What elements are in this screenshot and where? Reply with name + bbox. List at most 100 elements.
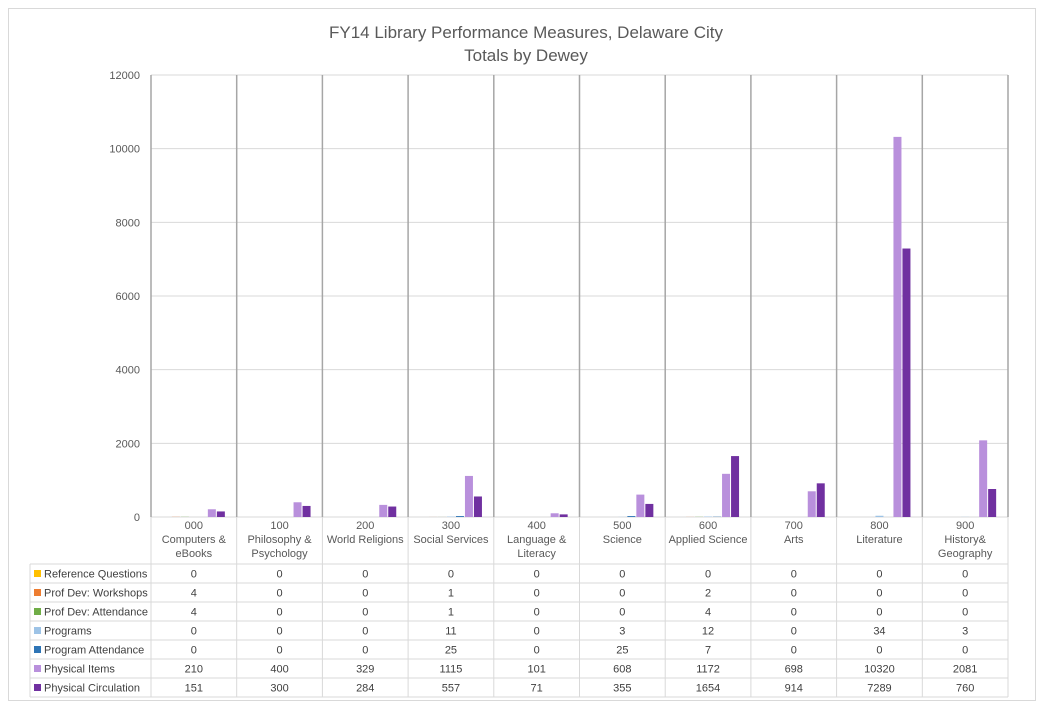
data-label: 0 [276, 645, 282, 657]
data-label: 151 [185, 683, 203, 695]
data-label: 0 [791, 626, 797, 638]
legend-key [34, 646, 41, 653]
data-label: 0 [876, 588, 882, 600]
legend-entry: Prof Dev: Attendance [44, 607, 148, 619]
data-label: 0 [534, 626, 540, 638]
category-label: Science [603, 534, 642, 546]
data-label: 0 [962, 645, 968, 657]
data-label: 0 [276, 588, 282, 600]
legend-entry: Physical Circulation [44, 683, 140, 695]
data-label: 1 [448, 588, 454, 600]
bar [627, 516, 636, 517]
data-label: 101 [527, 664, 545, 676]
bar [550, 513, 559, 517]
data-label: 0 [362, 588, 368, 600]
category-label: 800 [870, 520, 888, 532]
category-label: 500 [613, 520, 631, 532]
bar [636, 494, 645, 517]
data-label: 0 [191, 645, 197, 657]
y-tick-label: 12000 [109, 70, 140, 82]
data-label: 0 [534, 569, 540, 581]
y-tick-label: 2000 [116, 438, 140, 450]
data-label: 25 [445, 645, 457, 657]
category-label: 700 [785, 520, 803, 532]
bar [559, 514, 568, 517]
data-label: 608 [613, 664, 631, 676]
data-label: 0 [876, 569, 882, 581]
category-label: eBooks [175, 548, 212, 560]
data-label: 1172 [696, 664, 720, 676]
data-label: 0 [191, 569, 197, 581]
data-label: 0 [362, 626, 368, 638]
data-label: 1 [448, 607, 454, 619]
category-label: Language & [507, 534, 567, 546]
data-label: 11 [445, 626, 456, 638]
chart-title: FY14 Library Performance Measures, Delaw… [329, 23, 723, 42]
data-label: 0 [534, 588, 540, 600]
bar [893, 136, 902, 517]
legend-key [34, 684, 41, 691]
data-label: 698 [785, 664, 803, 676]
category-label: 900 [956, 520, 974, 532]
data-label: 0 [962, 569, 968, 581]
data-label: 3 [962, 626, 968, 638]
data-label: 3 [619, 626, 625, 638]
data-label: 4 [705, 607, 711, 619]
bar [216, 511, 225, 517]
data-label: 355 [613, 683, 631, 695]
data-label: 914 [785, 683, 803, 695]
data-label: 2081 [953, 664, 977, 676]
data-label: 0 [876, 645, 882, 657]
legend-entry: Programs [44, 626, 92, 638]
data-label: 12 [702, 626, 714, 638]
data-label: 0 [791, 569, 797, 581]
bar [979, 440, 988, 517]
bar [731, 456, 740, 517]
category-label: Psychology [251, 548, 308, 560]
category-label: Literature [856, 534, 902, 546]
legend-entry: Program Attendance [44, 645, 144, 657]
data-label: 0 [619, 607, 625, 619]
data-label: 2 [705, 588, 711, 600]
data-label: 7 [705, 645, 711, 657]
chart-subtitle: Totals by Dewey [464, 46, 588, 65]
bar [807, 491, 816, 517]
data-label: 284 [356, 683, 374, 695]
bar [464, 475, 473, 517]
category-label: 100 [270, 520, 288, 532]
data-label: 557 [442, 683, 460, 695]
data-label: 0 [962, 607, 968, 619]
data-label: 10320 [864, 664, 895, 676]
data-label: 0 [791, 588, 797, 600]
bar [875, 515, 884, 517]
legend-entry: Prof Dev: Workshops [44, 588, 148, 600]
data-label: 0 [191, 626, 197, 638]
bar [207, 509, 216, 517]
data-label: 0 [876, 607, 882, 619]
data-label: 71 [531, 683, 543, 695]
y-tick-label: 4000 [116, 365, 140, 377]
bar [473, 496, 482, 517]
data-label: 0 [534, 607, 540, 619]
chart-frame [8, 8, 1036, 701]
bar [455, 516, 464, 517]
data-label: 400 [270, 664, 288, 676]
data-label: 760 [956, 683, 974, 695]
data-label: 210 [185, 664, 203, 676]
category-label: Computers & [162, 534, 227, 546]
data-label: 0 [619, 588, 625, 600]
data-label: 0 [276, 607, 282, 619]
data-label: 0 [705, 569, 711, 581]
data-label: 0 [362, 569, 368, 581]
category-label: 300 [442, 520, 460, 532]
category-label: Philosophy & [247, 534, 312, 546]
legend-entry: Reference Questions [44, 569, 148, 581]
bar [902, 248, 911, 517]
category-label: Geography [938, 548, 993, 560]
data-label: 329 [356, 664, 374, 676]
legend-key [34, 627, 41, 634]
data-label: 4 [191, 607, 197, 619]
data-label: 1115 [440, 664, 463, 676]
data-label: 4 [191, 588, 197, 600]
